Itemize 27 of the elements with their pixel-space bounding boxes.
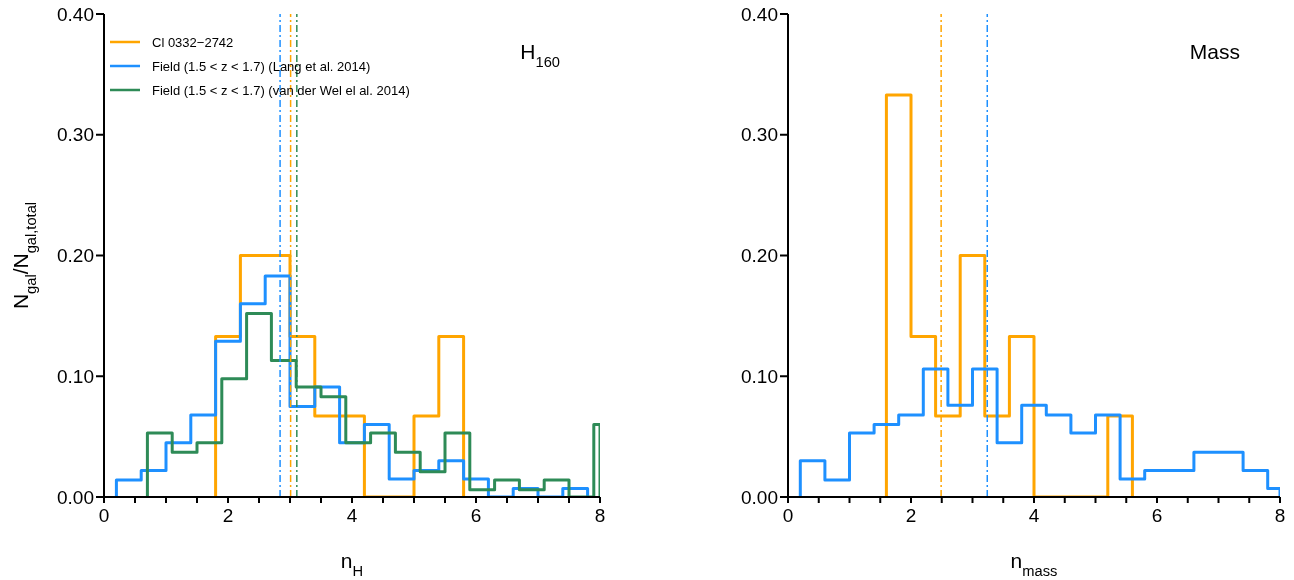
x-tick-label: 8	[1274, 505, 1286, 527]
legend-label: Field (1.5 < z < 1.7) (van der Wel el al. 2014)	[152, 82, 410, 98]
y-tick-label: 0.20	[57, 245, 94, 267]
x-tick-label: 4	[346, 505, 358, 527]
x-tick-label: 0	[782, 505, 794, 527]
y-tick-label: 0.10	[57, 365, 94, 387]
x-axis-title: n$_{H}$	[340, 549, 364, 579]
x-tick-label: 6	[470, 505, 482, 527]
y-tick-label: 0.30	[741, 124, 778, 146]
y-tick-label: 0.40	[741, 3, 778, 25]
x-tick-label: 0	[98, 505, 110, 527]
x-tick-label: 2	[222, 505, 234, 527]
x-axis-title: n$_{mass}$	[1010, 549, 1058, 579]
annotation: Mass	[1189, 40, 1240, 63]
x-tick-label: 8	[594, 505, 606, 527]
legend-label: Field (1.5 < z < 1.7) (Lang et al. 2014)	[152, 58, 371, 74]
annotation: H$_{160}$	[520, 40, 560, 70]
x-tick-label: 4	[1028, 505, 1040, 527]
y-tick-label: 0.20	[741, 245, 778, 267]
y-tick-label: 0.00	[741, 486, 778, 508]
y-tick-label: 0.40	[57, 3, 94, 25]
x-tick-label: 2	[905, 505, 917, 527]
y-tick-label: 0.00	[57, 486, 94, 508]
y-tick-label: 0.30	[57, 124, 94, 146]
x-tick-label: 6	[1151, 505, 1163, 527]
y-tick-label: 0.10	[741, 365, 778, 387]
legend-label: Cl 0332−2742	[152, 34, 234, 50]
